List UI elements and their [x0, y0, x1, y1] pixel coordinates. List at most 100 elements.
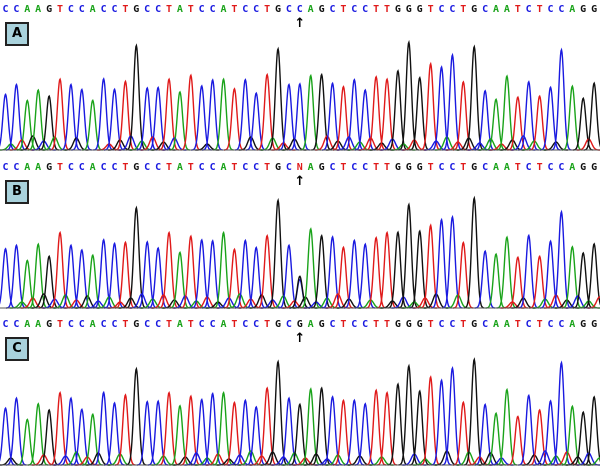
peak-C — [278, 243, 300, 309]
base-call: T — [187, 319, 194, 330]
base-call: A — [569, 162, 576, 173]
base-call: C — [144, 162, 151, 173]
base-call: C — [547, 319, 554, 330]
peak-T — [333, 398, 354, 466]
base-call: C — [2, 319, 9, 330]
base-call: C — [362, 319, 369, 330]
base-call: T — [373, 4, 380, 15]
peak-T — [376, 77, 398, 151]
base-call: T — [231, 4, 238, 15]
base-call: T — [231, 319, 238, 330]
peak-A — [485, 252, 507, 309]
base-call: N — [296, 162, 303, 173]
base-call: C — [525, 4, 532, 15]
base-call: A — [492, 162, 500, 173]
base-call: T — [264, 319, 271, 330]
peak-G — [398, 202, 419, 309]
base-call: T — [514, 4, 521, 15]
peak-A — [212, 390, 234, 466]
base-call: C — [285, 4, 292, 15]
base-call: C — [558, 4, 565, 15]
base-call: C — [525, 162, 532, 173]
base-call: A — [220, 162, 227, 173]
peak-T — [158, 230, 180, 309]
base-call: T — [460, 162, 467, 173]
peak-C — [93, 77, 114, 151]
base-call: A — [307, 162, 314, 173]
base-call: C — [155, 162, 162, 173]
base-call: A — [176, 4, 183, 15]
base-call: A — [35, 4, 42, 15]
peak-G — [125, 366, 147, 466]
peak-T — [49, 77, 71, 151]
peak-A — [169, 404, 191, 466]
base-call: C — [144, 319, 151, 330]
peak-A — [496, 387, 518, 466]
arrow-up-icon: ↑ — [294, 331, 306, 346]
peak-C — [550, 47, 572, 151]
peak-A — [82, 412, 103, 466]
peak-T — [420, 375, 441, 466]
peak-C — [354, 88, 376, 151]
peak-T — [376, 230, 398, 309]
base-call: T — [122, 319, 129, 330]
base-call: G — [591, 319, 598, 330]
peak-A — [485, 411, 507, 466]
peak-A — [496, 74, 518, 151]
peak-C — [518, 393, 539, 466]
base-call: A — [24, 319, 31, 330]
peak-A — [212, 77, 234, 151]
base-call: G — [394, 319, 401, 330]
peak-T — [529, 94, 550, 151]
peak-G — [398, 39, 419, 151]
base-call: G — [416, 4, 423, 15]
base-call: C — [449, 162, 456, 173]
base-call: C — [362, 162, 369, 173]
peak-A — [169, 90, 191, 151]
arrow-up-icon: ↑ — [294, 174, 306, 189]
peak-T — [224, 400, 245, 466]
peak-G — [572, 251, 594, 309]
base-call: C — [78, 4, 85, 15]
base-call: C — [329, 319, 336, 330]
peak-A — [300, 73, 321, 151]
peak-C — [71, 248, 93, 309]
base-call: C — [13, 4, 20, 15]
base-call: C — [351, 319, 358, 330]
peak-C — [321, 235, 343, 309]
peak-A — [82, 99, 103, 151]
peak-T — [256, 72, 278, 151]
peak-G — [583, 242, 600, 309]
base-call: G — [471, 319, 478, 330]
peak-A — [27, 242, 49, 309]
peak-C — [60, 243, 82, 309]
base-call: C — [558, 162, 565, 173]
base-call: C — [482, 162, 489, 173]
peak-G — [125, 43, 147, 151]
peak-C — [202, 78, 223, 151]
peak-G — [311, 233, 332, 309]
base-call: T — [536, 4, 543, 15]
base-call: G — [394, 162, 401, 173]
peak-C — [6, 396, 27, 466]
peak-C — [322, 81, 343, 151]
peak-C — [71, 408, 93, 466]
base-call: G — [394, 4, 401, 15]
base-call: C — [351, 4, 358, 15]
base-call: C — [449, 4, 456, 15]
base-call: T — [514, 319, 521, 330]
peak-T — [115, 79, 136, 151]
base-call: C — [111, 4, 118, 15]
peak-C — [147, 85, 169, 151]
trace-plot — [0, 195, 600, 309]
base-call: G — [274, 4, 282, 15]
base-call: C — [155, 4, 162, 15]
peak-C — [474, 249, 496, 309]
base-call: T — [56, 4, 64, 15]
base-call: T — [187, 162, 194, 173]
base-call: G — [296, 319, 303, 330]
base-call: T — [427, 162, 434, 173]
